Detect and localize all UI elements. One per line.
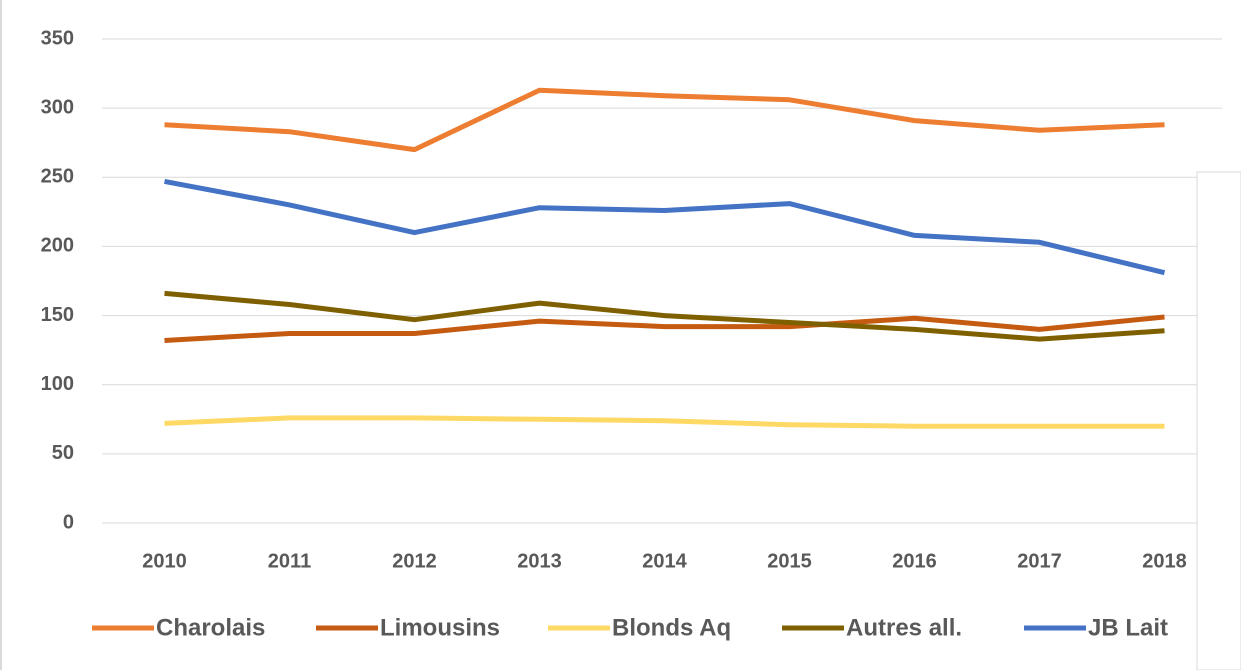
series-line <box>164 314 1165 343</box>
series-line <box>164 415 1165 429</box>
y-tick-label: 50 <box>52 442 74 464</box>
x-tick-label: 2016 <box>892 550 937 572</box>
series-line <box>164 178 1166 276</box>
x-tick-label: 2018 <box>1142 550 1187 572</box>
y-tick-label: 200 <box>41 235 74 257</box>
y-tick-label: 350 <box>41 27 74 49</box>
x-tick-label: 2012 <box>392 550 437 572</box>
x-tick-label: 2017 <box>1017 550 1062 572</box>
x-tick-label: 2013 <box>517 550 562 572</box>
series-line <box>164 87 1165 153</box>
x-tick-label: 2011 <box>268 550 311 572</box>
y-tick-label: 150 <box>41 304 74 326</box>
y-tick-label: 250 <box>41 166 74 188</box>
y-tick-label: 300 <box>41 96 74 118</box>
y-tick-label: 100 <box>41 373 74 395</box>
overlay-frame <box>1196 171 1241 670</box>
x-tick-label: 2015 <box>767 550 812 572</box>
legend-label: JB Lait <box>1088 614 1168 641</box>
legend-label: Autres all. <box>846 614 962 641</box>
series-line <box>164 290 1165 342</box>
legend-label: Limousins <box>380 614 500 641</box>
legend-label: Charolais <box>156 614 265 641</box>
x-tick-label: 2010 <box>142 550 187 572</box>
x-tick-label: 2014 <box>642 550 687 572</box>
y-tick-label: 0 <box>63 511 74 533</box>
legend-label: Blonds Aq <box>612 614 731 641</box>
